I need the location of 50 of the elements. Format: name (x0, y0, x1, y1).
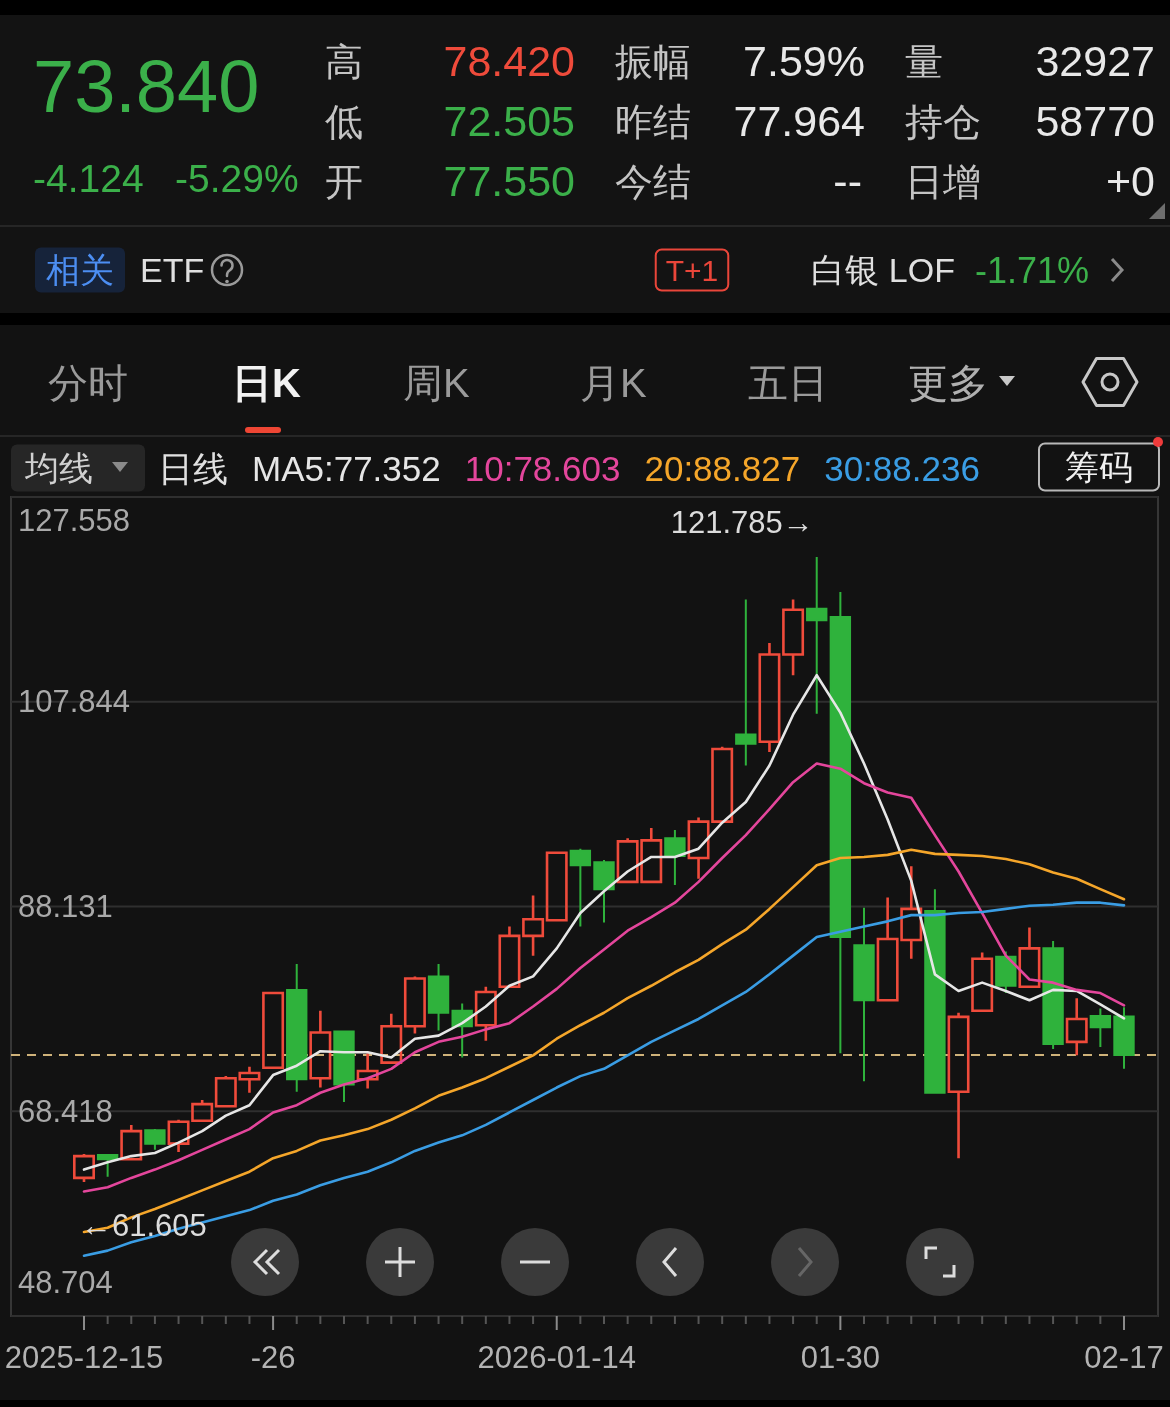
text: MA5:77.352 (252, 448, 441, 488)
text: 开 (325, 161, 363, 203)
text: 更多 (908, 361, 988, 405)
text: 振幅 (615, 41, 691, 83)
text: -5.29% (175, 156, 299, 200)
text: 78.420 (443, 37, 575, 85)
text: 77.550 (443, 157, 575, 205)
text: 73.840 (33, 44, 260, 128)
text: 低 (325, 101, 363, 143)
y-tick-label: 107.844 (18, 684, 131, 720)
text: 7.59% (743, 37, 865, 85)
y-tick-label: 88.131 (18, 889, 113, 924)
text: ETF (140, 251, 205, 289)
text: 高 (325, 41, 363, 83)
text: -4.124 (33, 156, 144, 200)
text: 昨结 (615, 101, 691, 143)
text: 32927 (1035, 37, 1155, 85)
x-tick-label: 2026-01-14 (477, 1339, 637, 1375)
text: 分时 (48, 361, 128, 405)
text: 周K (403, 361, 470, 405)
x-tick-label: -26 (250, 1339, 296, 1375)
text: 月K (580, 361, 647, 405)
text: +0 (1105, 157, 1155, 205)
text: 日K (232, 361, 301, 405)
text: T+1 (665, 253, 719, 287)
text: 20:88.827 (644, 448, 801, 488)
text: 72.505 (443, 97, 575, 145)
legend-title: 日线 (158, 448, 228, 488)
text: 日增 (905, 161, 981, 203)
text: -1.71% (975, 249, 1090, 291)
x-tick-label: 2025-12-15 (4, 1339, 164, 1375)
text: 白银 LOF (811, 251, 955, 289)
text: 10:78.603 (464, 448, 621, 488)
text: 持仓 (905, 101, 981, 143)
text: 量 (905, 41, 943, 83)
text: 筹码 (1065, 448, 1133, 486)
annotation: 121.785→ (670, 505, 814, 541)
text: 五日 (748, 361, 828, 405)
text: 均线 (24, 449, 93, 487)
text: 相关 (46, 251, 114, 289)
text: 77.964 (733, 97, 865, 145)
text: 30:88.236 (824, 448, 980, 488)
text: 今结 (615, 161, 691, 203)
text: -- (833, 157, 862, 205)
y-tick-label: 68.418 (18, 1093, 113, 1129)
x-tick-label: 02-17 (1084, 1339, 1164, 1375)
x-tick-label: 01-30 (800, 1339, 881, 1375)
text: 58770 (1035, 97, 1155, 145)
y-tick-label: 48.704 (18, 1264, 113, 1300)
y-tick-label: 127.558 (18, 502, 131, 538)
